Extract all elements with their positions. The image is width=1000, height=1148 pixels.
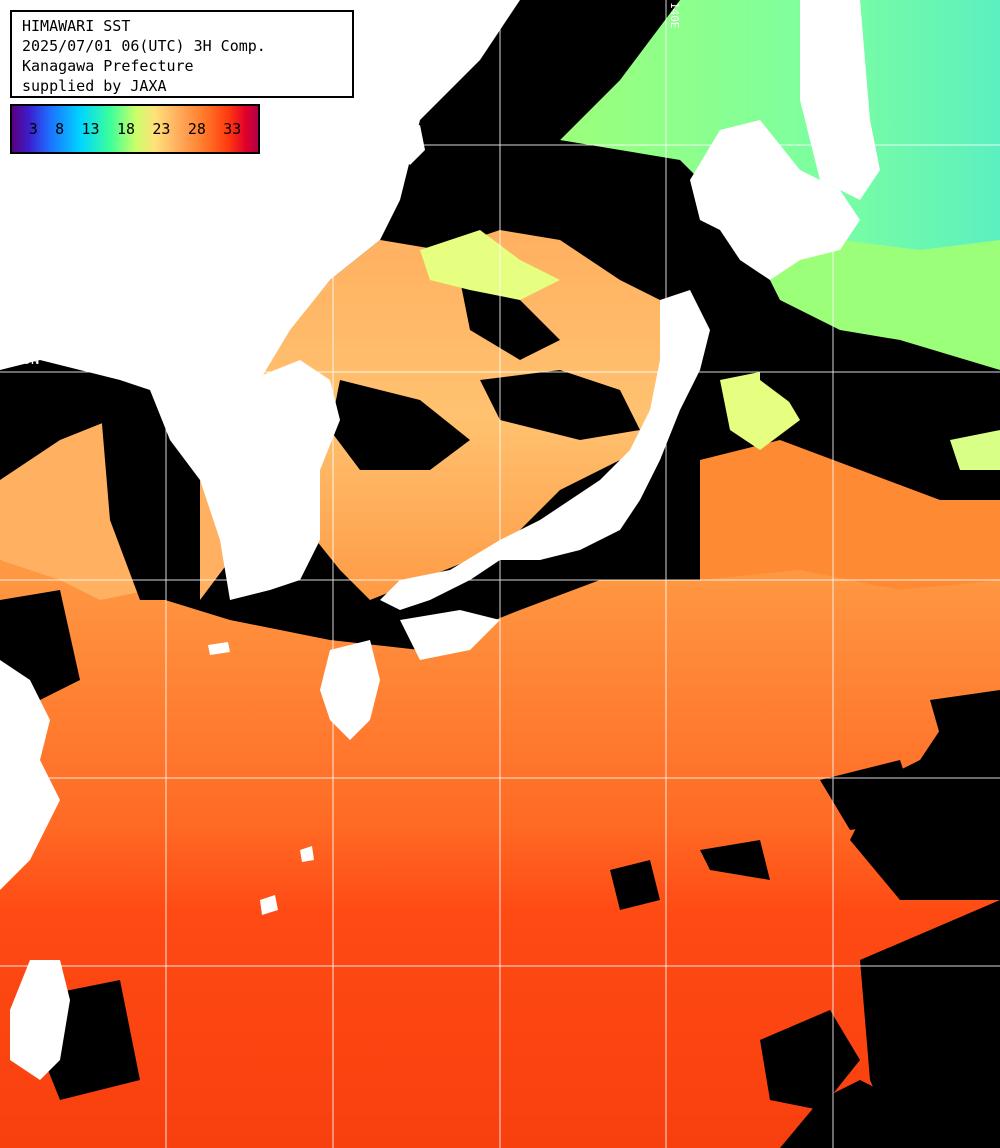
sakhalin: [800, 0, 880, 200]
lat-label-30n: 30N: [14, 760, 40, 776]
ryukyu: [260, 895, 278, 915]
cloud-patch: [760, 330, 1000, 440]
legend-tick: 28: [187, 120, 206, 138]
china-coast: [0, 660, 60, 890]
cloud-patch: [400, 0, 680, 240]
lon-label-140e: 140E: [668, 2, 681, 29]
cloud-patch: [930, 690, 1000, 790]
legend-tick: 33: [223, 120, 242, 138]
info-box: HIMAWARI SST 2025/07/01 06(UTC) 3H Comp.…: [10, 10, 354, 98]
cloud-patch: [330, 380, 470, 470]
korea-peninsula: [230, 360, 340, 590]
color-legend: 3 8 13 18 23 28 33: [10, 104, 260, 154]
hokkaido: [690, 120, 860, 280]
timestamp: 2025/07/01 06(UTC) 3H Comp.: [22, 37, 266, 55]
legend-tick: 18: [116, 120, 135, 138]
north-cool-sea-east: [760, 240, 1000, 370]
cloud-patch: [700, 840, 770, 880]
cloud-patch: [460, 280, 560, 360]
kyushu: [320, 640, 380, 740]
cloud-patch: [0, 590, 80, 700]
region-label: Kanagawa Prefecture: [22, 57, 194, 75]
yellow-band: [420, 230, 560, 300]
yellow-band: [950, 430, 1000, 470]
cloud-patch: [610, 860, 660, 910]
legend-tick: 23: [152, 120, 171, 138]
cloud-patch: [860, 900, 1000, 1148]
pacific-east-japan: [700, 440, 1000, 590]
cloud-patch: [0, 380, 60, 440]
legend-tick: 3: [28, 120, 38, 138]
legend-tick: 8: [55, 120, 65, 138]
cloud-patch: [480, 370, 640, 440]
cloud-patch: [640, 170, 740, 250]
product-title: HIMAWARI SST: [22, 17, 131, 35]
ryukyu: [300, 846, 314, 862]
sea-of-japan: [250, 230, 660, 600]
lat-label-40n: 40N: [14, 352, 40, 368]
taiwan: [10, 960, 70, 1080]
jeju: [208, 642, 230, 655]
cloud-patch: [760, 1010, 860, 1110]
shikoku: [400, 610, 500, 660]
legend-tick: 13: [81, 120, 100, 138]
honshu: [380, 290, 710, 610]
supplier-label: supplied by JAXA: [22, 77, 167, 95]
